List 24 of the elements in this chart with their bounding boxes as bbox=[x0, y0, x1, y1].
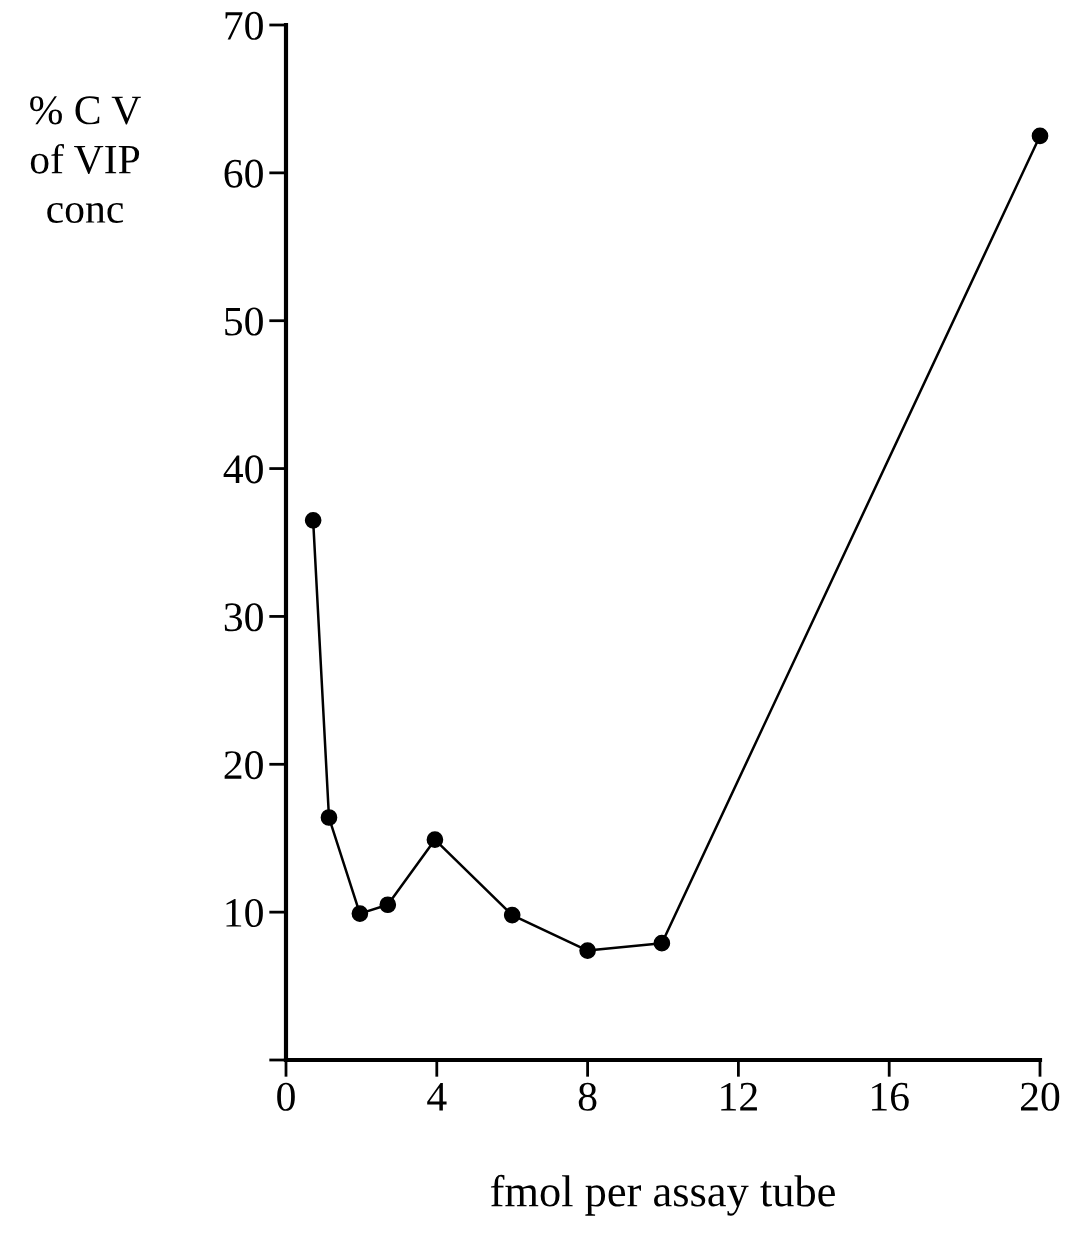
y-tick-label: 60 bbox=[224, 159, 263, 188]
x-tick-label: 12 bbox=[721, 1082, 757, 1111]
x-tick-label: 4 bbox=[427, 1083, 447, 1111]
point bbox=[653, 934, 671, 952]
y-tick-label: 10 bbox=[226, 898, 263, 928]
y-tick-label: 50 bbox=[225, 307, 263, 336]
y-tick-label: 40 bbox=[223, 455, 263, 484]
y-tick-label: 30 bbox=[224, 603, 263, 632]
point bbox=[503, 906, 521, 924]
point bbox=[579, 942, 596, 959]
y-tick-label: 70 bbox=[225, 11, 263, 40]
x-tick-label: 0 bbox=[277, 1082, 295, 1111]
point bbox=[320, 809, 338, 826]
x-tick-label: 20 bbox=[1021, 1082, 1060, 1111]
point bbox=[379, 896, 397, 914]
x-axis-title: fmol per assay tube bbox=[490, 1174, 835, 1216]
point bbox=[426, 831, 444, 849]
point bbox=[351, 905, 369, 922]
y-axis-title: % C V of VIP conc bbox=[30, 96, 141, 224]
y-tick-label: 20 bbox=[224, 751, 263, 780]
x-tick-label: 16 bbox=[872, 1082, 909, 1111]
point bbox=[304, 511, 322, 529]
x-tick-label: 8 bbox=[578, 1082, 597, 1111]
point bbox=[1031, 127, 1049, 145]
